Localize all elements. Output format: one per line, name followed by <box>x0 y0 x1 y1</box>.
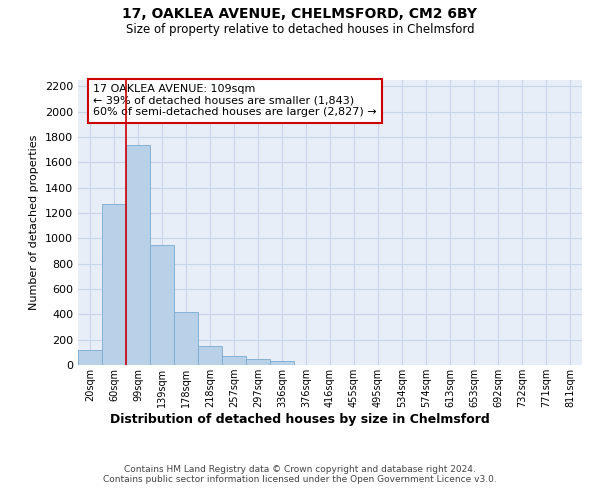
Text: 17 OAKLEA AVENUE: 109sqm
← 39% of detached houses are smaller (1,843)
60% of sem: 17 OAKLEA AVENUE: 109sqm ← 39% of detach… <box>93 84 377 117</box>
Text: 17, OAKLEA AVENUE, CHELMSFORD, CM2 6BY: 17, OAKLEA AVENUE, CHELMSFORD, CM2 6BY <box>122 8 478 22</box>
Bar <box>174 312 198 365</box>
Text: Distribution of detached houses by size in Chelmsford: Distribution of detached houses by size … <box>110 412 490 426</box>
Y-axis label: Number of detached properties: Number of detached properties <box>29 135 40 310</box>
Text: Size of property relative to detached houses in Chelmsford: Size of property relative to detached ho… <box>125 22 475 36</box>
Bar <box>78 350 102 365</box>
Bar <box>222 356 246 365</box>
Bar <box>150 244 174 365</box>
Bar <box>246 360 270 365</box>
Bar <box>102 204 126 365</box>
Bar <box>198 346 222 365</box>
Text: Contains HM Land Registry data © Crown copyright and database right 2024.
Contai: Contains HM Land Registry data © Crown c… <box>103 465 497 484</box>
Bar <box>126 144 150 365</box>
Bar <box>270 362 294 365</box>
